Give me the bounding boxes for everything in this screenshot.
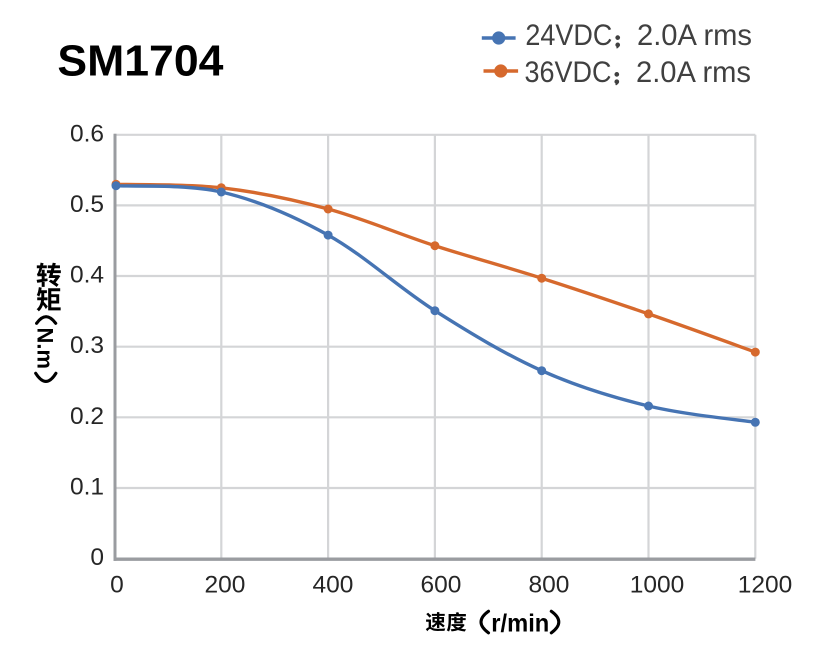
svg-text:0: 0 — [110, 572, 124, 599]
svg-text:400: 400 — [313, 572, 354, 599]
svg-text:0.4: 0.4 — [70, 262, 104, 289]
svg-text:N.m: N.m — [33, 328, 58, 370]
svg-text:0.5: 0.5 — [70, 191, 104, 218]
svg-text:24VDC: 24VDC — [525, 19, 612, 52]
svg-text:0.1: 0.1 — [70, 474, 104, 501]
svg-text:800: 800 — [529, 572, 570, 599]
svg-text:2.0A rms: 2.0A rms — [636, 56, 751, 89]
svg-text:SM1704: SM1704 — [57, 38, 224, 86]
svg-text:1200: 1200 — [738, 572, 793, 599]
svg-text:36VDC: 36VDC — [525, 56, 612, 89]
svg-text:0.6: 0.6 — [70, 120, 104, 147]
svg-text:200: 200 — [205, 572, 246, 599]
svg-text:1000: 1000 — [630, 572, 685, 599]
svg-text:0.3: 0.3 — [70, 332, 104, 359]
svg-text:600: 600 — [421, 572, 462, 599]
svg-text:0: 0 — [90, 544, 104, 571]
svg-text:2.0A rms: 2.0A rms — [637, 19, 752, 52]
svg-text:r/min: r/min — [491, 609, 549, 637]
svg-text:0.2: 0.2 — [70, 403, 104, 430]
